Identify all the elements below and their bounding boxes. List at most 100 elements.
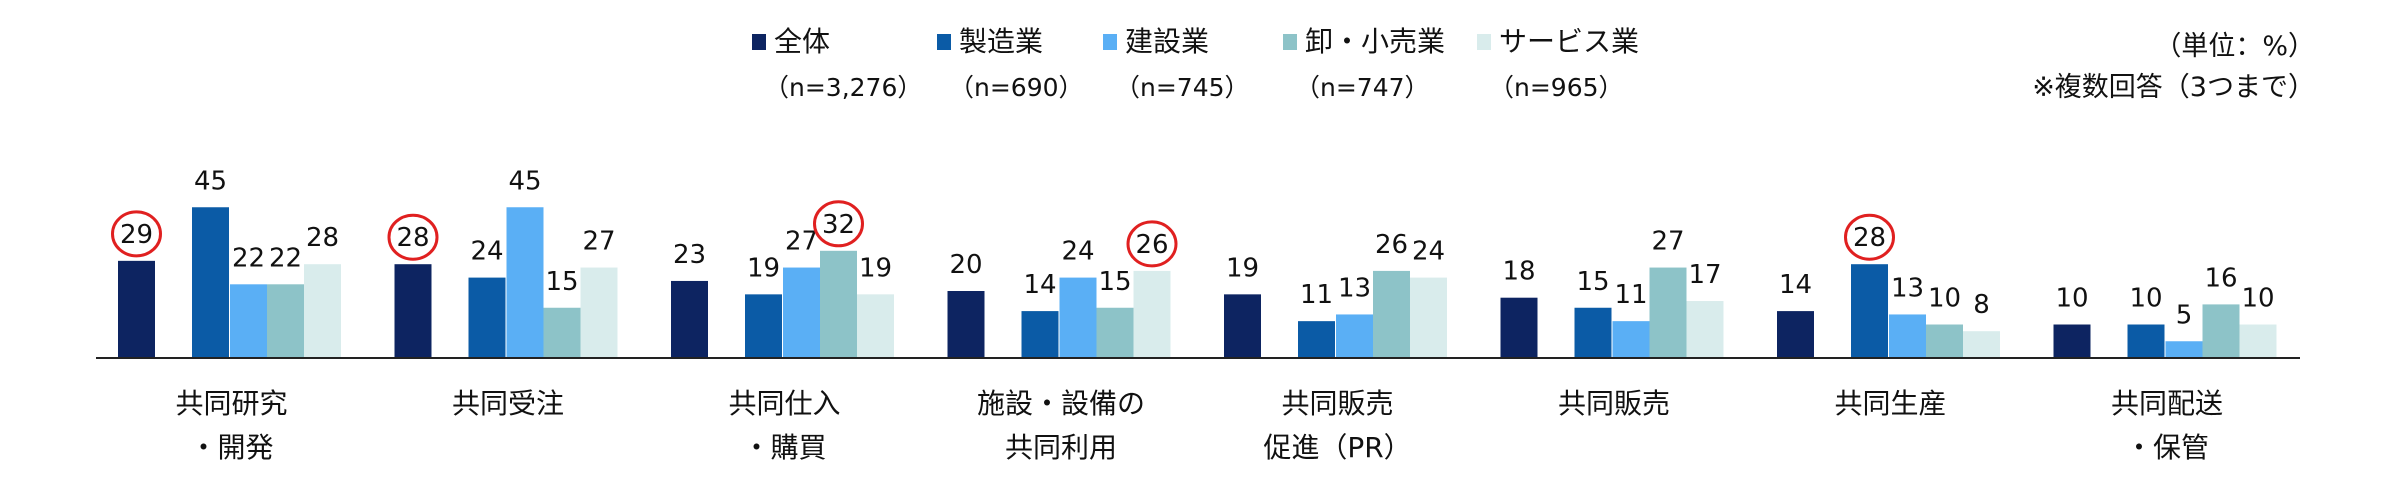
unit-note: （単位：%） <box>2154 31 2315 62</box>
value-label-5-4: 17 <box>1688 260 1721 290</box>
bar-2-1 <box>745 294 782 358</box>
category-label-1-0: 共同受注 <box>452 387 564 420</box>
bar-0-1 <box>192 207 229 358</box>
value-label-1-2: 45 <box>508 166 541 196</box>
bar-1-2 <box>506 207 544 358</box>
legend-n-4: （n=965） <box>1489 73 1624 102</box>
legend-label-0: 全体 <box>774 25 830 58</box>
legend-label-4: サービス業 <box>1499 25 1639 58</box>
bar-6-4 <box>1963 331 2000 358</box>
value-label-4-3: 26 <box>1375 230 1408 260</box>
value-label-0-0: 29 <box>120 220 153 250</box>
legend-label-3: 卸・小売業 <box>1305 25 1445 58</box>
bar-4-1 <box>1298 321 1335 358</box>
bar-4-3 <box>1373 270 1410 358</box>
value-label-0-1: 45 <box>194 166 227 196</box>
value-label-0-4: 28 <box>306 223 339 253</box>
category-label-0-0: 共同研究 <box>175 387 287 420</box>
legend-n-3: （n=747） <box>1295 73 1430 102</box>
value-label-7-1: 10 <box>2129 284 2162 314</box>
highlight-circle-0-0 <box>111 210 162 258</box>
bar-4-0 <box>1224 294 1261 358</box>
category-label-3-0: 施設・設備の <box>977 387 1145 420</box>
legend-n-0: （n=3,276） <box>764 73 922 102</box>
bar-3-1 <box>1021 311 1059 358</box>
category-label-4-0: 共同販売 <box>1281 387 1393 420</box>
value-label-1-3: 15 <box>545 267 578 297</box>
highlight-circle-3-4 <box>1126 220 1178 268</box>
legend-swatch-3 <box>1283 34 1297 50</box>
bar-7-3 <box>2202 304 2240 358</box>
value-label-3-1: 14 <box>1023 270 1056 300</box>
bar-6-1 <box>1851 264 1888 358</box>
value-label-1-0: 28 <box>396 223 429 253</box>
value-label-6-3: 10 <box>1928 284 1961 314</box>
value-label-3-0: 20 <box>949 250 982 280</box>
value-label-1-1: 24 <box>470 237 503 267</box>
bar-3-2 <box>1059 277 1097 358</box>
bar-7-4 <box>2239 324 2277 358</box>
category-label-2-0: 共同仕入 <box>728 387 840 420</box>
legend-n-2: （n=745） <box>1115 73 1250 102</box>
bar-4-2 <box>1336 314 1373 358</box>
value-label-0-2: 22 <box>232 243 265 273</box>
legend-label-2: 建設業 <box>1125 25 1209 58</box>
bar-3-0 <box>947 291 985 358</box>
bar-2-3 <box>820 250 857 358</box>
value-label-2-1: 19 <box>747 253 780 283</box>
bar-6-0 <box>1777 311 1814 358</box>
legend-label-1: 製造業 <box>959 25 1043 58</box>
bar-1-0 <box>394 264 432 358</box>
value-label-4-4: 24 <box>1412 237 1445 267</box>
legend-n-1: （n=690） <box>949 73 1084 102</box>
bar-7-0 <box>2053 324 2091 358</box>
value-label-7-2: 5 <box>2176 300 2193 330</box>
legend-swatch-0 <box>752 34 766 50</box>
bar-6-2 <box>1889 314 1926 358</box>
value-label-3-4: 26 <box>1135 230 1168 260</box>
bar-6-3 <box>1926 324 1963 358</box>
bar-2-2 <box>783 267 820 358</box>
multiple-answer-note: ※複数回答（3つまで） <box>2032 72 2315 103</box>
category-label-3-1: 共同利用 <box>1005 431 1117 464</box>
value-label-6-1: 28 <box>1853 223 1886 253</box>
value-label-4-1: 11 <box>1300 280 1333 310</box>
bar-7-1 <box>2127 324 2165 358</box>
value-label-6-0: 14 <box>1779 270 1812 300</box>
value-label-2-0: 23 <box>673 240 706 270</box>
bar-3-4 <box>1133 270 1171 358</box>
category-label-6-0: 共同生産 <box>1834 387 1946 420</box>
bar-0-4 <box>304 264 341 358</box>
bar-5-3 <box>1649 267 1687 358</box>
bar-1-3 <box>543 307 581 358</box>
bar-0-0 <box>118 260 155 358</box>
value-label-2-2: 27 <box>785 227 818 257</box>
legend-swatch-4 <box>1477 34 1491 50</box>
value-label-5-3: 27 <box>1651 227 1684 257</box>
value-label-2-4: 19 <box>859 253 892 283</box>
value-label-3-2: 24 <box>1061 237 1094 267</box>
bar-2-4 <box>857 294 894 358</box>
bar-4-4 <box>1410 277 1447 358</box>
bar-2-0 <box>671 280 708 358</box>
legend-swatch-1 <box>937 34 951 50</box>
bar-1-4 <box>580 267 618 358</box>
bar-5-2 <box>1612 321 1650 358</box>
value-label-4-0: 19 <box>1226 253 1259 283</box>
bar-5-1 <box>1574 307 1612 358</box>
legend-swatch-2 <box>1103 34 1117 50</box>
category-label-4-1: 促進（PR） <box>1263 431 1411 464</box>
value-label-1-4: 27 <box>582 227 615 257</box>
value-label-4-2: 13 <box>1338 273 1371 303</box>
highlight-circle-2-3 <box>813 200 864 248</box>
value-label-5-0: 18 <box>1502 257 1535 287</box>
bar-7-2 <box>2165 341 2203 358</box>
value-label-3-3: 15 <box>1098 267 1131 297</box>
value-label-6-2: 13 <box>1891 273 1924 303</box>
category-label-7-1: ・保管 <box>2125 431 2209 464</box>
bar-5-0 <box>1500 297 1538 358</box>
category-label-5-0: 共同販売 <box>1558 387 1670 420</box>
